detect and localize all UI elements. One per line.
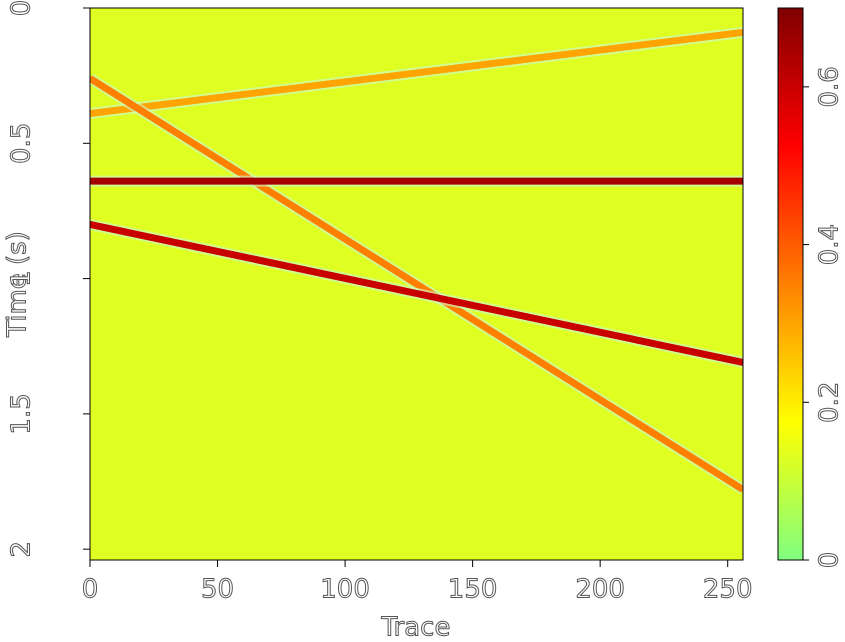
y-tick-label: 2	[7, 541, 37, 558]
colorbar-tick-label: 0.6	[815, 66, 845, 107]
x-tick-label: 200	[575, 575, 625, 605]
y-tick-label: 0.5	[7, 123, 37, 164]
event	[90, 28, 743, 118]
colorbar	[777, 7, 804, 561]
x-axis-label: Trace	[381, 613, 451, 642]
event	[90, 75, 743, 493]
y-tick-label: 0	[7, 0, 37, 16]
x-tick-label: 250	[703, 575, 753, 605]
y-tick-label: 1.5	[7, 393, 37, 434]
colorbar-tick-label: 0	[815, 552, 845, 569]
plot-frame	[89, 7, 744, 561]
x-tick-label: 150	[448, 575, 498, 605]
y-axis-label: Time (s)	[3, 231, 33, 338]
x-tick-label: 100	[320, 575, 370, 605]
colorbar-tick-label: 0.2	[815, 382, 845, 423]
event	[90, 221, 743, 366]
y-tick-label: 1	[7, 270, 37, 287]
x-tick-label: 50	[201, 575, 234, 605]
x-tick-label: 0	[82, 575, 99, 605]
colorbar-tick-label: 0.4	[815, 224, 845, 265]
